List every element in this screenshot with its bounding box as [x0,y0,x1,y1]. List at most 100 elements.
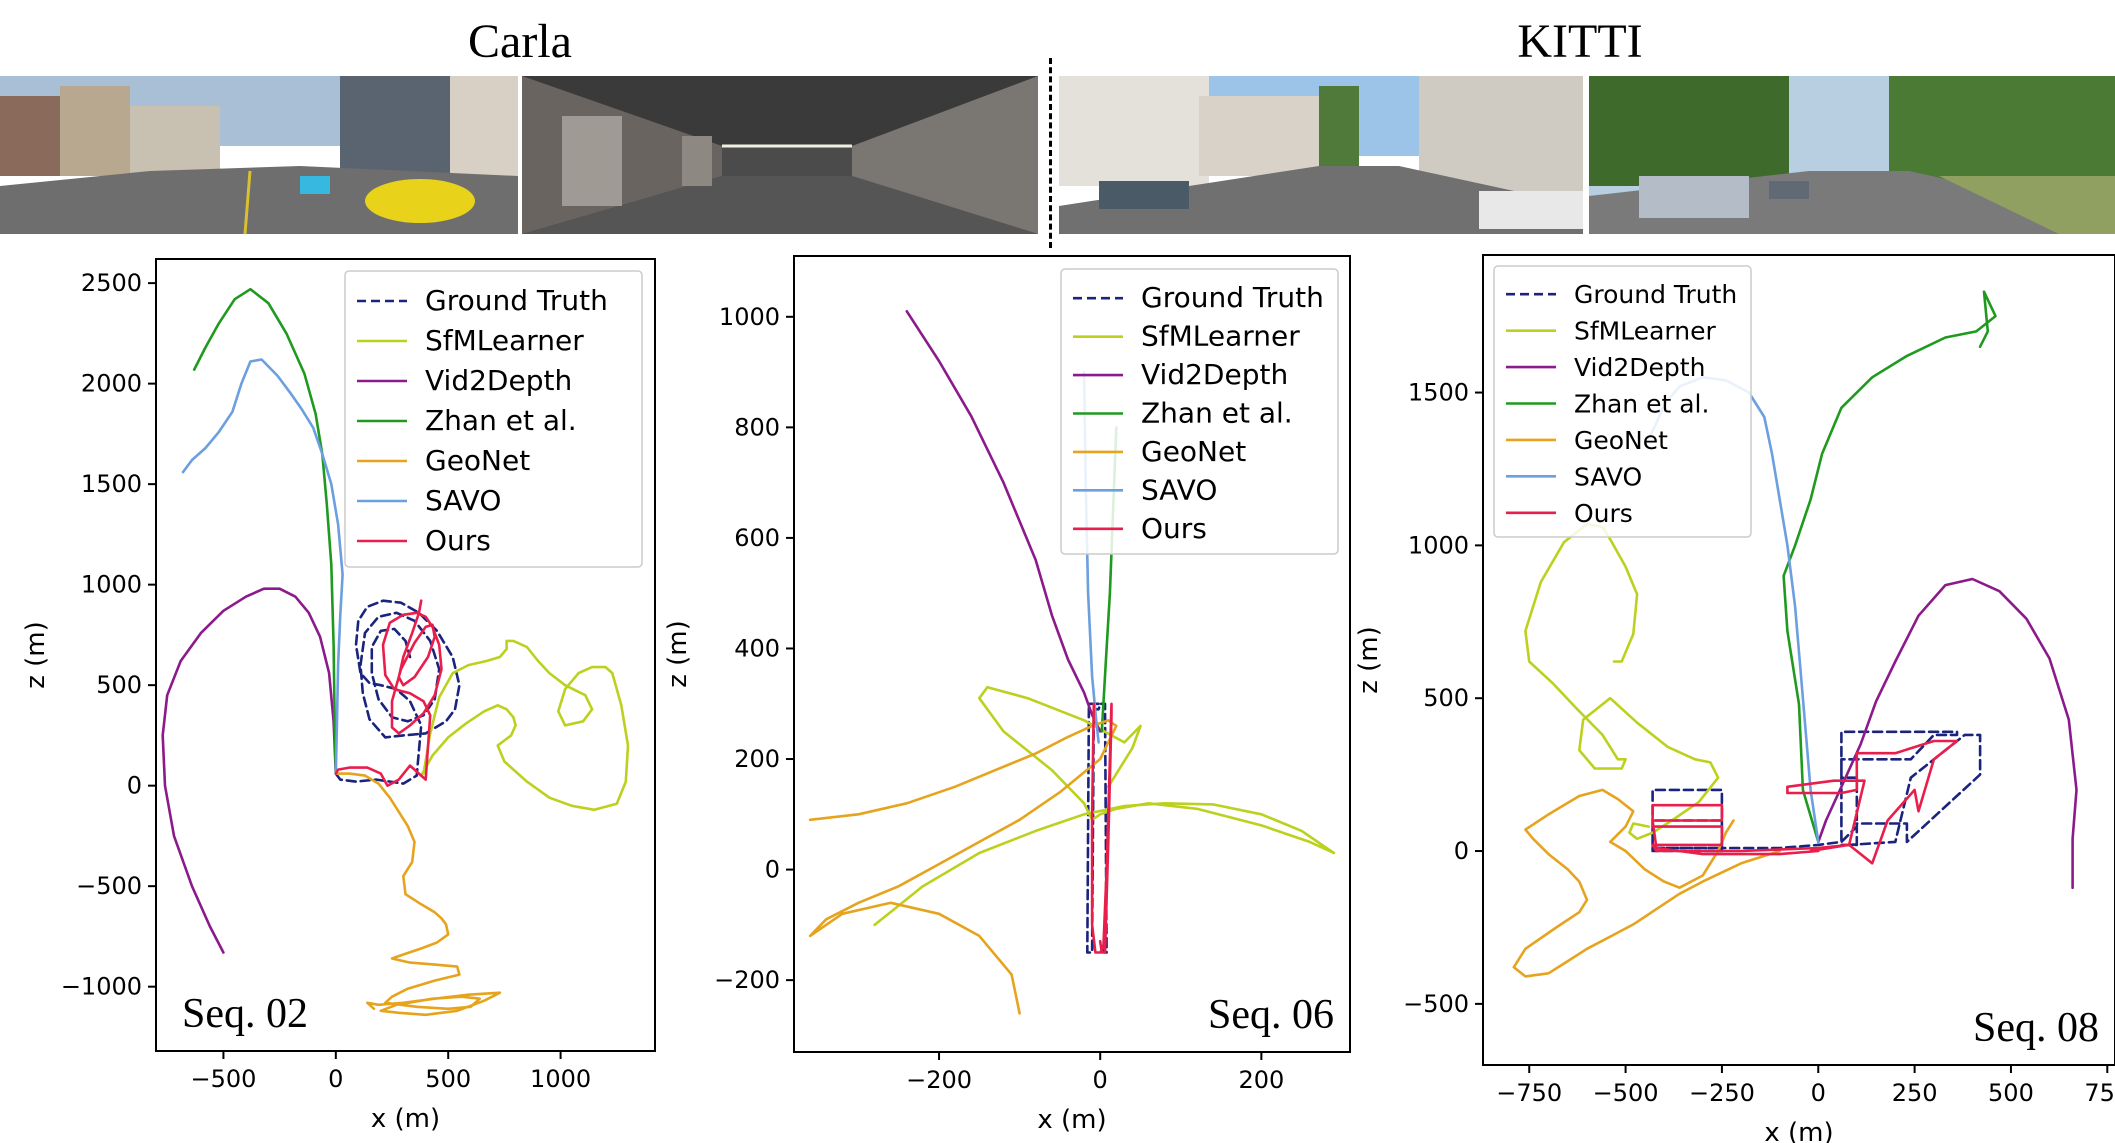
y-tick-label: 800 [734,413,780,441]
legend-label: GeoNet [425,444,530,477]
y-tick-label: 2000 [81,370,142,398]
legend-label: Vid2Depth [425,364,572,397]
x-tick-label: −500 [1593,1079,1659,1107]
y-axis-label: z (m) [21,621,51,689]
series-line-ours [1090,702,1113,954]
x-tick-label: 750 [2084,1079,2115,1107]
photo-carla-city-street [0,76,518,234]
y-axis-label: z (m) [1354,626,1384,694]
chart-1: −500 0 500 1000 −1000 −500 0 500 1000 1500 2000 250… [21,258,656,1134]
plot-frame [793,255,1351,1053]
y-tick-label: −500 [76,872,142,900]
sequence-label: Seq. 08 [1973,1005,2099,1051]
legend-label: Ours [1574,499,1633,528]
dataset-divider [1049,58,1052,248]
x-tick-label: −750 [1496,1079,1562,1107]
x-tick-label: 500 [425,1065,471,1093]
legend-box [1060,268,1339,555]
dataset-title-carla: Carla [468,15,572,68]
legend-label: GeoNet [1141,435,1246,468]
sequence-label: Seq. 02 [182,991,308,1037]
series-line-savo [1082,370,1100,744]
legend-label: Zhan et al. [1574,390,1709,419]
legend-label: SfMLearner [1574,317,1716,346]
series-line-geonet [808,718,1118,1015]
legend-label: Zhan et al. [1141,397,1293,430]
legend-label: Ground Truth [1574,280,1737,309]
y-tick-label: 1000 [1408,531,1469,559]
y-tick-label: 600 [734,524,780,552]
y-tick-label: −1000 [61,973,142,1001]
legend-label: Ground Truth [425,284,608,317]
legend-label: SAVO [425,484,501,517]
x-tick-label: 250 [1892,1079,1938,1107]
y-axis-label: z (m) [663,620,693,688]
photo-kitti-residential-street [1059,76,1583,234]
legend-label: Ours [1141,512,1207,545]
x-axis-label: x (m) [371,1104,440,1134]
x-tick-label: 200 [1238,1066,1284,1094]
series-line-vid2depth [905,309,1102,733]
y-tick-label: 500 [1423,684,1469,712]
y-tick-label: 0 [127,772,142,800]
series-line-ground-truth [334,599,461,785]
series-line-sfmlearner [1524,522,1720,841]
legend-label: SfMLearner [425,324,584,357]
x-tick-label: −500 [190,1065,256,1093]
y-tick-label: 0 [1454,837,1469,865]
x-axis-label: x (m) [1764,1118,1833,1143]
y-tick-label: 1000 [81,571,142,599]
series-line-vid2depth [161,587,338,954]
series-line-geonet [1512,788,1781,978]
x-tick-label: 0 [1093,1066,1108,1094]
series-group [161,287,630,1017]
series-group [808,309,1336,1015]
y-tick-label: 200 [734,745,780,773]
series-line-ours [334,599,443,788]
x-tick-label: 1000 [530,1065,591,1093]
x-tick-label: 0 [1811,1079,1826,1107]
legend-label: Ours [425,524,491,557]
chart-2: −200 0 200 −200 0 200 400 600 800 1000 x (m) z (m) S… [663,255,1351,1135]
y-tick-label: −200 [714,966,780,994]
series-line-zhan-et-al- [192,287,338,775]
legend-label: SAVO [1141,473,1217,506]
series-line-zhan-et-al- [1100,426,1118,733]
y-tick-label: 1500 [81,470,142,498]
series-line-sfmlearner [873,685,1336,927]
series-line-savo [1647,375,1820,844]
dataset-title-kitti: KITTI [1517,15,1643,68]
series-line-savo [181,358,344,775]
series-line-sfmlearner [419,639,630,812]
x-tick-label: 500 [1988,1079,2034,1107]
x-tick-label: 0 [328,1065,343,1093]
y-tick-label: 400 [734,634,780,662]
legend-label: Vid2Depth [1574,353,1705,382]
photo-kitti-tree-lined-road [1589,76,2115,234]
legend-box [344,270,643,568]
legend-label: SfMLearner [1141,320,1300,353]
series-line-vid2depth [1817,577,2078,890]
y-tick-label: 2500 [81,269,142,297]
series-line-zhan-et-al- [1782,290,1997,844]
series-line-ours [1651,739,1959,865]
legend-label: Ground Truth [1141,281,1324,314]
plot-frame [155,258,656,1052]
series-group [1512,290,2078,978]
y-tick-label: 500 [96,671,142,699]
y-tick-label: −500 [1403,990,1469,1018]
x-tick-label: −200 [906,1066,972,1094]
legend-box [1493,265,1752,538]
chart-3: −750 −500 −250 0 250 500 750 −500 0 500 1000 1500 x … [1354,254,2115,1143]
sequence-label: Seq. 06 [1208,992,1334,1038]
legend-label: Zhan et al. [425,404,577,437]
photo-carla-tunnel [522,76,1038,234]
x-axis-label: x (m) [1037,1105,1106,1135]
legend-label: SAVO [1574,462,1642,491]
plot-frame [1482,254,2115,1066]
series-line-ground-truth [1651,730,1982,853]
y-tick-label: 1000 [719,303,780,331]
x-tick-label: −250 [1689,1079,1755,1107]
series-line-geonet [334,772,502,1017]
series-line-ground-truth [1086,702,1108,954]
